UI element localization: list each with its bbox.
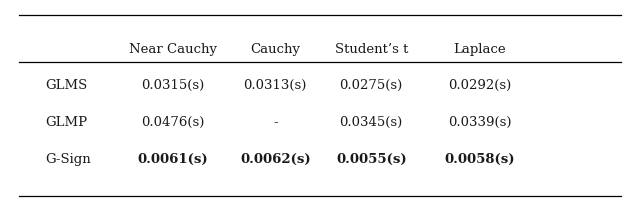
Text: 0.0275(s): 0.0275(s) [340,79,403,92]
Text: GLMS: GLMS [45,79,87,92]
Text: 0.0339(s): 0.0339(s) [448,116,512,129]
Text: 0.0315(s): 0.0315(s) [141,79,204,92]
Text: 0.0292(s): 0.0292(s) [449,79,511,92]
Text: 0.0062(s): 0.0062(s) [240,153,310,166]
Text: 0.0061(s): 0.0061(s) [138,153,208,166]
Text: 0.0313(s): 0.0313(s) [243,79,307,92]
Text: G-Sign: G-Sign [45,153,90,166]
Text: GLMP: GLMP [45,116,87,129]
Text: Student’s t: Student’s t [335,43,408,56]
Text: Laplace: Laplace [454,43,506,56]
Text: 0.0055(s): 0.0055(s) [336,153,406,166]
Text: Cauchy: Cauchy [250,43,300,56]
Text: 0.0476(s): 0.0476(s) [141,116,205,129]
Text: 0.0345(s): 0.0345(s) [340,116,403,129]
Text: Near Cauchy: Near Cauchy [129,43,217,56]
Text: -: - [273,116,278,129]
Text: 0.0058(s): 0.0058(s) [445,153,515,166]
